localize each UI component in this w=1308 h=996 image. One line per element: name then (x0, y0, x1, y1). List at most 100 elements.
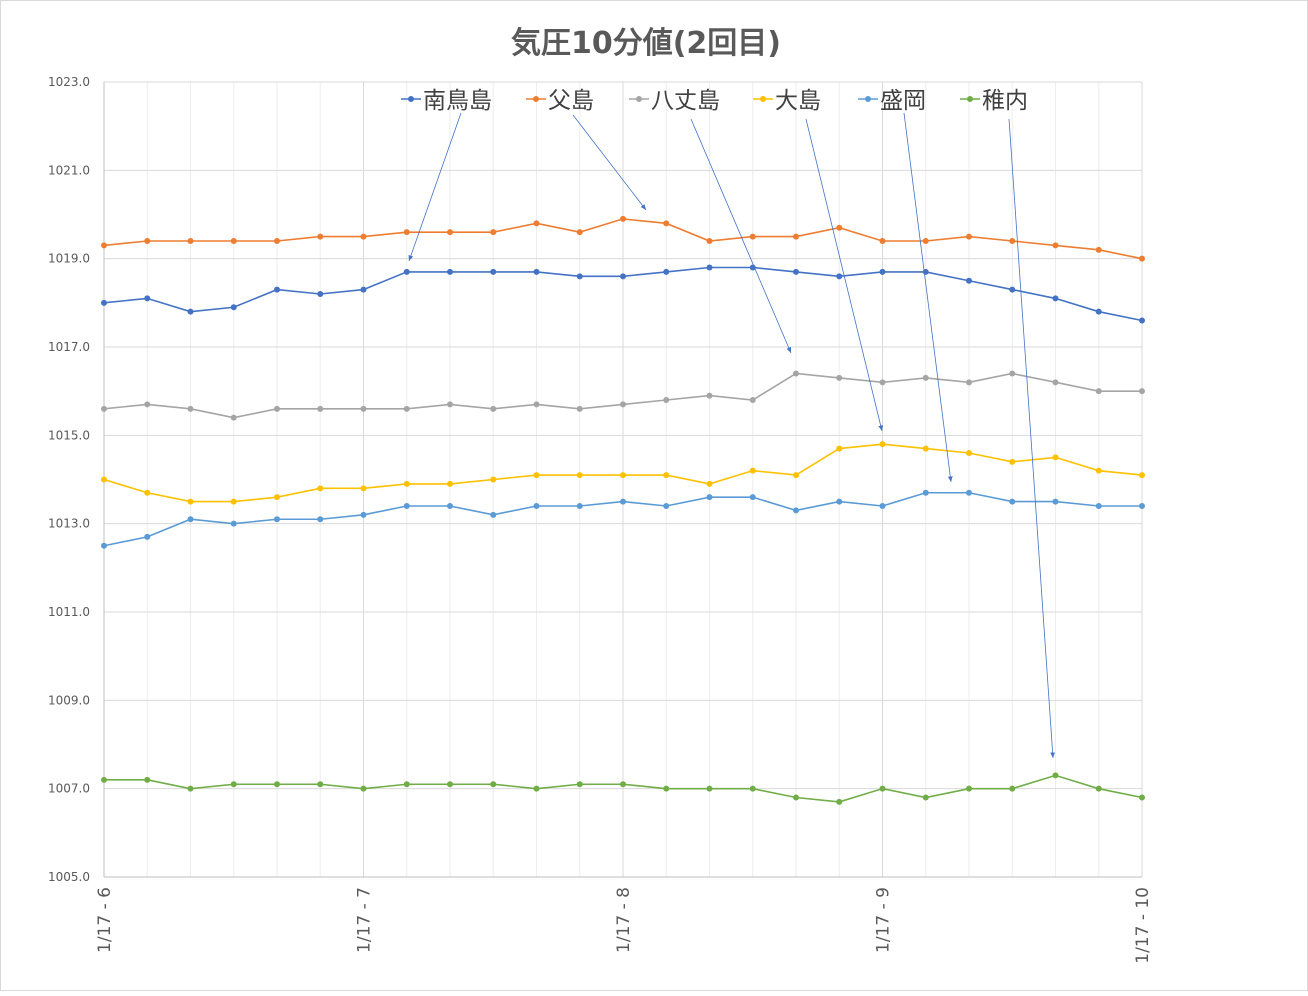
data-point-八丈島 (836, 374, 843, 381)
data-point-八丈島 (360, 405, 367, 412)
data-point-南鳥島 (187, 308, 194, 315)
data-point-大島 (230, 498, 237, 505)
data-point-八丈島 (533, 401, 540, 408)
data-point-稚内 (620, 781, 626, 788)
data-point-大島 (620, 472, 626, 479)
data-point-盛岡 (144, 533, 151, 540)
data-point-八丈島 (274, 405, 280, 412)
legend-marker-icon (967, 96, 973, 102)
legend-label: 稚内 (982, 88, 1028, 114)
data-point-父島 (360, 233, 367, 240)
legend-marker-icon (408, 96, 414, 102)
data-point-八丈島 (144, 401, 151, 408)
data-point-稚内 (490, 781, 497, 788)
legend-label: 八丈島 (651, 88, 720, 114)
annotation-arrow (805, 118, 884, 432)
x-tick-label: 1/17 - 10 (1133, 887, 1153, 964)
legend-label: 盛岡 (880, 88, 926, 114)
data-point-父島 (144, 238, 151, 244)
data-point-大島 (490, 476, 497, 483)
data-point-盛岡 (1095, 503, 1102, 509)
data-point-稚内 (360, 785, 367, 792)
data-point-稚内 (793, 794, 799, 801)
data-point-稚内 (966, 785, 972, 792)
data-point-父島 (447, 229, 453, 236)
data-point-八丈島 (576, 405, 583, 412)
data-point-八丈島 (1139, 388, 1145, 395)
legend-label: 南鳥島 (423, 88, 492, 114)
data-point-八丈島 (749, 397, 756, 403)
data-point-盛岡 (187, 516, 194, 523)
data-point-八丈島 (403, 405, 410, 412)
data-point-稚内 (317, 781, 324, 788)
y-tick-label: 1023.0 (48, 75, 90, 89)
data-point-南鳥島 (1052, 295, 1059, 302)
data-point-盛岡 (317, 516, 324, 523)
data-point-稚内 (706, 785, 713, 792)
y-tick-label: 1021.0 (48, 163, 90, 177)
data-point-八丈島 (966, 379, 972, 386)
data-point-南鳥島 (447, 268, 453, 275)
y-tick-label: 1013.0 (48, 517, 90, 531)
data-point-父島 (879, 238, 886, 244)
y-tick-label: 1017.0 (48, 340, 90, 354)
data-point-南鳥島 (620, 273, 626, 280)
data-point-八丈島 (1009, 370, 1016, 377)
annotation-arrow (1008, 118, 1056, 759)
annotation-arrow (408, 112, 462, 262)
data-point-盛岡 (749, 494, 756, 501)
data-point-稚内 (447, 781, 453, 788)
data-point-盛岡 (966, 489, 972, 496)
data-point-盛岡 (576, 503, 583, 509)
data-point-盛岡 (490, 511, 497, 518)
annotation-arrow (572, 114, 647, 211)
data-point-盛岡 (533, 503, 540, 509)
data-point-大島 (879, 441, 886, 448)
data-point-父島 (620, 215, 626, 222)
data-point-大島 (706, 480, 713, 487)
data-point-大島 (533, 472, 540, 479)
data-point-稚内 (144, 776, 151, 783)
data-point-盛岡 (403, 503, 410, 509)
data-point-南鳥島 (663, 268, 670, 275)
data-point-盛岡 (1139, 503, 1145, 509)
data-point-父島 (576, 229, 583, 236)
data-point-稚内 (187, 785, 194, 792)
data-point-稚内 (663, 785, 670, 792)
data-point-南鳥島 (706, 264, 713, 271)
data-point-稚内 (836, 798, 843, 805)
data-point-大島 (403, 480, 410, 487)
data-point-盛岡 (360, 511, 367, 518)
data-point-南鳥島 (836, 273, 843, 280)
data-point-大島 (663, 472, 670, 479)
data-point-父島 (1009, 238, 1016, 244)
data-point-稚内 (879, 785, 886, 792)
y-tick-label: 1015.0 (48, 428, 90, 442)
data-point-八丈島 (793, 370, 799, 377)
y-tick-label: 1011.0 (48, 605, 90, 619)
data-point-盛岡 (1052, 498, 1059, 505)
legend-item-父島: 父島 (526, 88, 594, 114)
data-point-父島 (403, 229, 410, 236)
legend-marker-icon (533, 96, 539, 102)
annotation-arrow (690, 118, 792, 354)
data-point-南鳥島 (533, 268, 540, 275)
data-point-八丈島 (447, 401, 453, 408)
data-point-大島 (1095, 467, 1102, 474)
data-point-父島 (533, 220, 540, 227)
data-point-大島 (144, 489, 151, 496)
data-point-盛岡 (447, 503, 453, 509)
data-point-盛岡 (879, 503, 886, 509)
data-point-盛岡 (706, 494, 713, 501)
data-point-八丈島 (620, 401, 626, 408)
legend-label: 大島 (775, 88, 821, 114)
data-point-盛岡 (101, 542, 107, 549)
data-point-八丈島 (879, 379, 886, 386)
data-point-稚内 (230, 781, 237, 788)
data-point-盛岡 (922, 489, 929, 496)
data-point-父島 (490, 229, 497, 236)
data-point-南鳥島 (576, 273, 583, 280)
data-point-稚内 (101, 776, 107, 783)
data-point-大島 (447, 480, 453, 487)
